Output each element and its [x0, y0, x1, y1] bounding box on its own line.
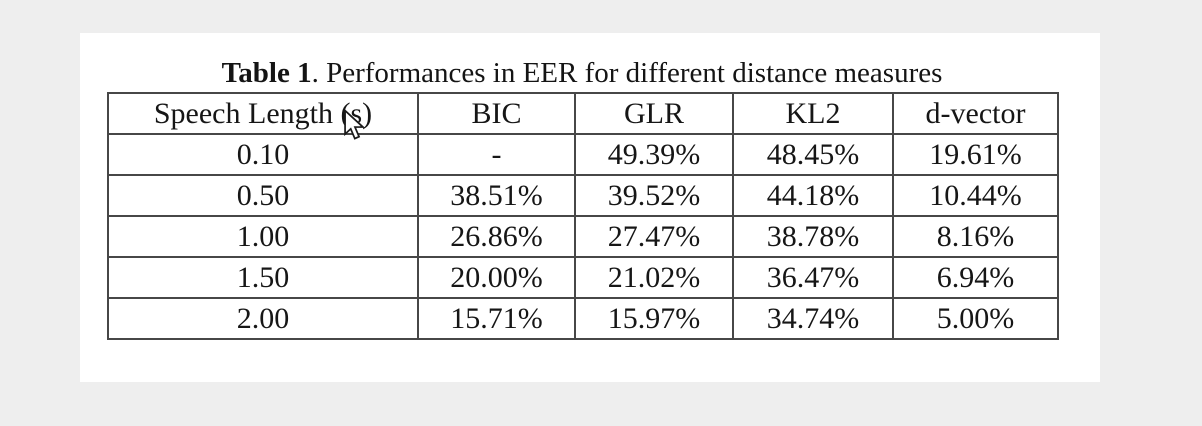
col-header-speech-length: Speech Length (s): [107, 92, 419, 135]
col-header-d-vector: d-vector: [892, 92, 1059, 135]
cell-kl2: 48.45%: [732, 133, 894, 176]
cell-speech-length: 1.50: [107, 256, 419, 299]
table-caption: Table 1. Performances in EER for differe…: [107, 57, 1057, 90]
cell-speech-length: 1.00: [107, 215, 419, 258]
cell-d-vector: 5.00%: [892, 297, 1059, 340]
cell-glr: 21.02%: [574, 256, 734, 299]
cell-kl2: 34.74%: [732, 297, 894, 340]
cell-d-vector: 10.44%: [892, 174, 1059, 217]
table-row: 2.00 15.71% 15.97% 34.74% 5.00%: [107, 297, 1059, 340]
cell-speech-length: 0.10: [107, 133, 419, 176]
cell-speech-length: 0.50: [107, 174, 419, 217]
table-caption-label: Table 1: [221, 57, 312, 89]
cell-bic: 38.51%: [417, 174, 576, 217]
cell-d-vector: 19.61%: [892, 133, 1059, 176]
table-row: 1.50 20.00% 21.02% 36.47% 6.94%: [107, 256, 1059, 299]
cell-glr: 49.39%: [574, 133, 734, 176]
col-header-kl2: KL2: [732, 92, 894, 135]
cell-d-vector: 6.94%: [892, 256, 1059, 299]
cell-kl2: 44.18%: [732, 174, 894, 217]
cell-bic: -: [417, 133, 576, 176]
cell-bic: 20.00%: [417, 256, 576, 299]
cell-kl2: 38.78%: [732, 215, 894, 258]
cell-d-vector: 8.16%: [892, 215, 1059, 258]
cell-bic: 15.71%: [417, 297, 576, 340]
cell-glr: 27.47%: [574, 215, 734, 258]
table-header-row: Speech Length (s) BIC GLR KL2 d-vector: [107, 92, 1059, 135]
table-row: 1.00 26.86% 27.47% 38.78% 8.16%: [107, 215, 1059, 258]
table-caption-text: . Performances in EER for different dist…: [311, 57, 943, 89]
col-header-glr: GLR: [574, 92, 734, 135]
eer-results-table: Speech Length (s) BIC GLR KL2 d-vector 0…: [107, 92, 1059, 340]
table-row: 0.50 38.51% 39.52% 44.18% 10.44%: [107, 174, 1059, 217]
cell-glr: 39.52%: [574, 174, 734, 217]
cell-kl2: 36.47%: [732, 256, 894, 299]
cell-speech-length: 2.00: [107, 297, 419, 340]
cell-glr: 15.97%: [574, 297, 734, 340]
col-header-bic: BIC: [417, 92, 576, 135]
table-row: 0.10 - 49.39% 48.45% 19.61%: [107, 133, 1059, 176]
cell-bic: 26.86%: [417, 215, 576, 258]
